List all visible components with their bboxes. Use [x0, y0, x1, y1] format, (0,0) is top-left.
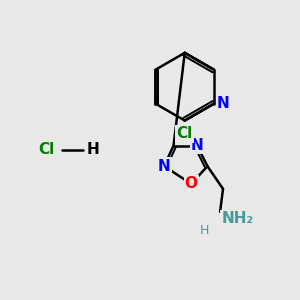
Text: Cl: Cl [38, 142, 54, 158]
Text: N: N [217, 96, 230, 111]
Text: H: H [200, 224, 209, 237]
Text: O: O [185, 176, 198, 191]
Text: H: H [87, 142, 99, 158]
Text: Cl: Cl [177, 126, 193, 141]
Text: N: N [191, 138, 203, 153]
Text: N: N [158, 159, 170, 174]
Text: NH₂: NH₂ [221, 211, 254, 226]
